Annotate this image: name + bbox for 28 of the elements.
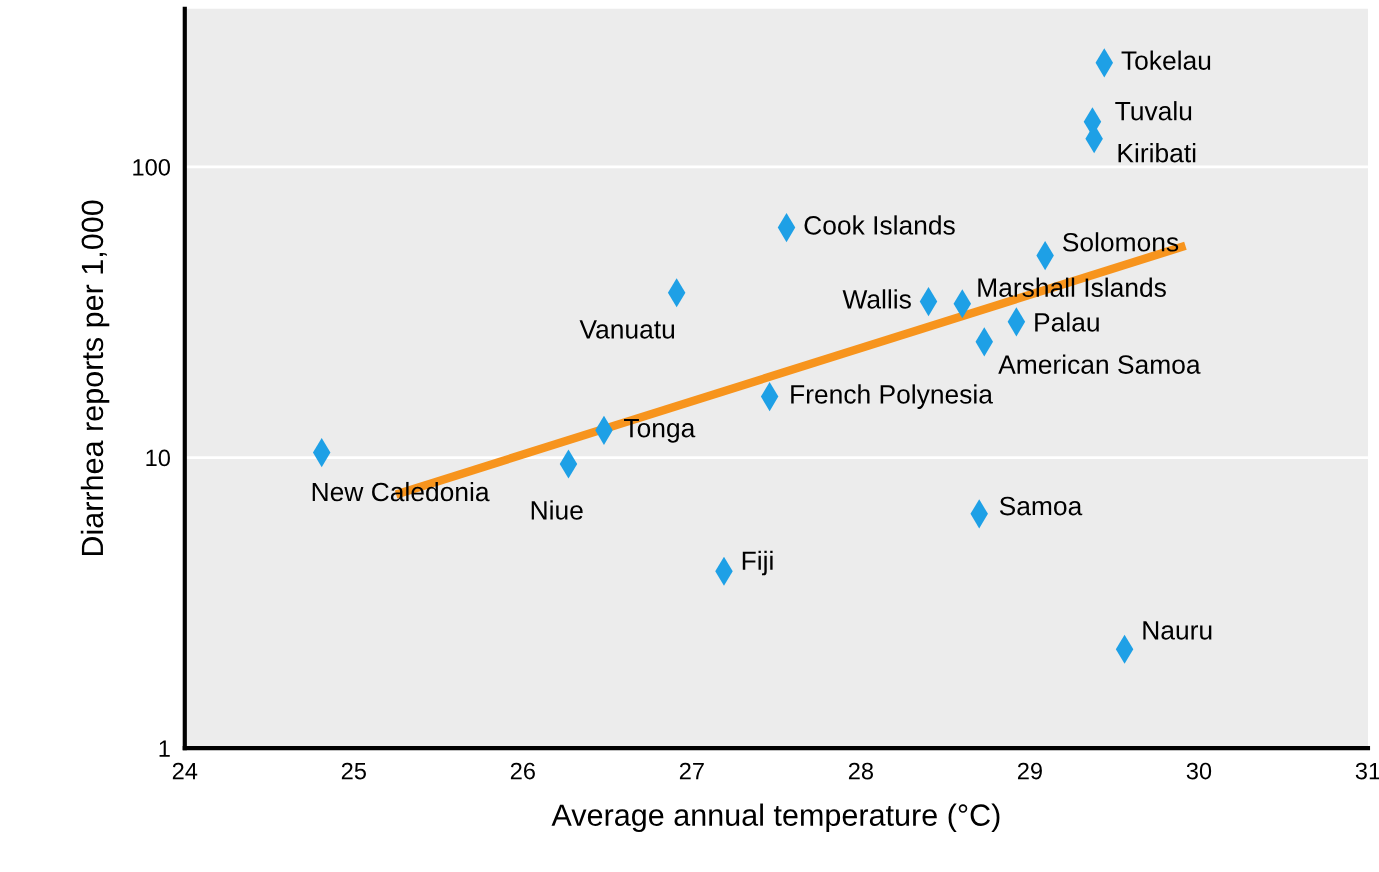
- x-tick-label: 31: [1355, 762, 1379, 780]
- x-tick-label: 27: [679, 762, 704, 780]
- annotation: Fiji: [742, 550, 773, 576]
- x-tick-label: 26: [510, 762, 535, 780]
- annotation: Palau: [1035, 312, 1099, 332]
- x-tick-label: 24: [172, 762, 198, 780]
- annotation: American Samoa: [998, 354, 1201, 374]
- x-tick-label: 28: [848, 762, 873, 780]
- annotation: Tokelau: [1121, 50, 1211, 70]
- x-tick-label: 30: [1186, 762, 1212, 780]
- annotation: Niue: [531, 500, 583, 520]
- y-axis-title: Diarrhea reports per 1,000: [80, 200, 110, 556]
- annotation: Vanuatu: [579, 320, 675, 339]
- annotation: Wallis: [842, 289, 911, 309]
- annotation: Kiribati: [1118, 143, 1196, 163]
- y-tick-label: 100: [133, 158, 170, 176]
- annotation: Tonga: [624, 419, 696, 443]
- annotation: Cook Islands: [804, 215, 955, 235]
- annotation: Nauru: [1143, 621, 1212, 640]
- annotation: Tuvalu: [1115, 101, 1192, 121]
- x-axis-title: Average annual temperature (°C): [551, 803, 1000, 832]
- x-tick-label: 25: [341, 762, 366, 780]
- annotation: French Polynesia: [791, 384, 993, 409]
- y-tick-label: 10: [146, 449, 170, 467]
- x-tick-label: 29: [1017, 762, 1042, 780]
- annotation: Samoa: [999, 496, 1083, 516]
- annotation: Solomons: [1062, 232, 1179, 252]
- y-tick-label: 1: [159, 740, 170, 757]
